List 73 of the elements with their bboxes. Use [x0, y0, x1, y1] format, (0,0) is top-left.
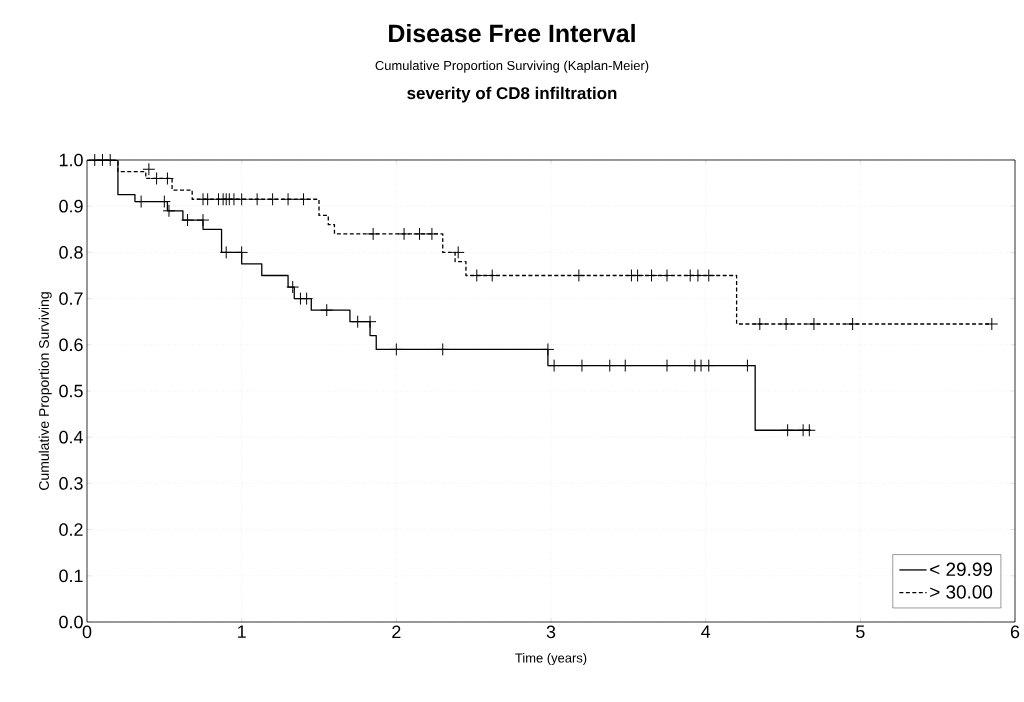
point: [436, 342, 450, 356]
y-tick-label: 0.5: [59, 384, 83, 398]
point: [181, 213, 195, 227]
x-tick-label: 1: [238, 625, 246, 638]
y-tick-label: 0.3: [59, 477, 83, 490]
point: [702, 359, 716, 373]
y-tick-label: 0.1: [59, 569, 83, 583]
point: [753, 317, 767, 331]
point: [160, 172, 174, 185]
x-tick-label: 2: [392, 625, 401, 639]
point: [286, 280, 300, 294]
point: [297, 192, 311, 206]
point: [779, 317, 793, 331]
point: [201, 192, 215, 206]
x-tick-label: 6: [1010, 625, 1020, 639]
y-tick-label: 0.0: [59, 615, 83, 629]
point: [219, 245, 233, 259]
point: [351, 315, 365, 329]
y-axis-title: Cumulative Proportion Surviving: [38, 292, 52, 490]
point: [134, 195, 148, 209]
point: [389, 342, 403, 356]
x-tick-label: 5: [856, 625, 865, 639]
chart-title: Disease Free Interval: [389, 23, 635, 43]
point: [807, 317, 821, 331]
x-axis-title: Time (years): [515, 653, 587, 666]
text: severity of CD8 infiltration: [407, 86, 617, 103]
x-tick-label: 0: [82, 625, 92, 639]
point: [103, 153, 117, 167]
y-tick-label: 0.4: [59, 430, 83, 444]
point: [250, 192, 264, 206]
point: [300, 292, 314, 306]
point: [603, 359, 617, 373]
point: [740, 359, 754, 373]
point: [547, 359, 561, 373]
legend-label: > 30.00: [930, 585, 993, 599]
y-tick-label: 0.2: [59, 523, 83, 536]
y-tick-label: 1.0: [59, 153, 83, 167]
point: [235, 192, 249, 206]
point: [281, 192, 295, 206]
point: [363, 315, 377, 329]
point: [572, 269, 586, 282]
point: [575, 359, 589, 373]
point: [470, 269, 484, 282]
y-tick-label: 0.7: [59, 292, 83, 305]
point: [320, 303, 334, 317]
point: [157, 195, 171, 209]
point: [660, 359, 674, 373]
point: [702, 269, 716, 282]
point: [162, 204, 176, 218]
y-tick-label: 0.9: [59, 199, 83, 213]
point: [235, 245, 249, 259]
point: [485, 269, 499, 282]
x-tick-label: 4: [701, 625, 711, 638]
point: [425, 227, 439, 241]
point: [802, 423, 816, 437]
point: [196, 213, 210, 227]
point: [150, 172, 164, 185]
point: [985, 317, 999, 331]
point: [781, 423, 795, 437]
y-tick-label: 0.8: [59, 246, 83, 259]
x-tick-label: 3: [546, 625, 556, 639]
point: [266, 192, 280, 206]
point: [451, 245, 465, 259]
point: [366, 227, 380, 241]
point: [618, 359, 632, 373]
point: [413, 227, 427, 241]
point: [846, 317, 860, 331]
legend-label: < 29.99: [930, 562, 992, 576]
point: [397, 227, 411, 241]
point: [541, 342, 555, 356]
chart-subtitle: Cumulative Proportion Surviving (Kaplan-Meier): [375, 60, 649, 73]
y-tick-label: 0.6: [59, 338, 83, 352]
point: [142, 162, 156, 176]
